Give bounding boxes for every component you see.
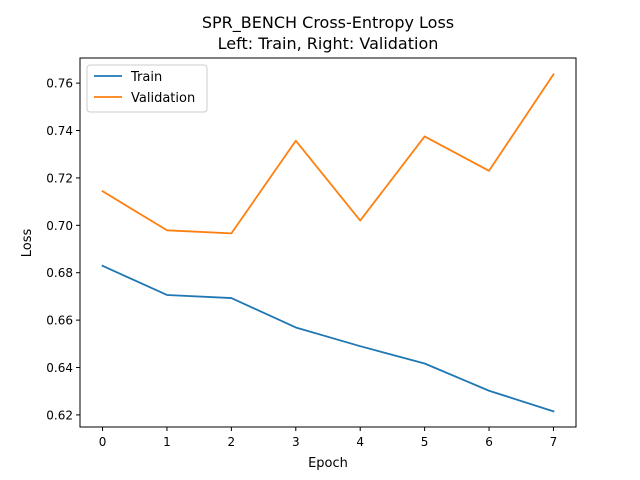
- y-tick-label: 0.76: [46, 77, 73, 91]
- x-tick-label: 6: [485, 435, 493, 449]
- plot-content: [101, 73, 555, 413]
- chart-title-line-1: SPR_BENCH Cross-Entropy Loss: [202, 13, 454, 33]
- y-tick-label: 0.74: [46, 124, 73, 138]
- y-tick-label: 0.70: [46, 219, 73, 233]
- x-axis: 0 1 2 3 4 5 6 7: [99, 427, 558, 449]
- x-tick-label: 4: [356, 435, 364, 449]
- x-tick-label: 1: [163, 435, 171, 449]
- plot-area-frame: [79, 57, 577, 428]
- y-axis: 0.62 0.64 0.66 0.68 0.70 0.72 0.74 0.76: [46, 77, 80, 422]
- y-tick-label: 0.68: [46, 266, 73, 280]
- x-tick-label: 0: [99, 435, 107, 449]
- legend-label-train: Train: [130, 70, 162, 85]
- x-axis-label: Epoch: [308, 456, 348, 471]
- x-tick-label: 7: [550, 435, 558, 449]
- x-tick-label: 2: [228, 435, 236, 449]
- y-tick-label: 0.62: [46, 408, 73, 422]
- legend-label-validation: Validation: [131, 91, 195, 106]
- x-tick-label: 3: [292, 435, 300, 449]
- series-line-validation: [101, 73, 555, 235]
- legend: Train Validation: [86, 64, 208, 113]
- y-tick-label: 0.66: [46, 314, 73, 328]
- series-line-train: [101, 264, 555, 413]
- y-tick-label: 0.72: [46, 171, 73, 185]
- x-tick-label: 5: [421, 435, 429, 449]
- y-tick-label: 0.64: [46, 361, 73, 375]
- y-axis-label: Loss: [20, 229, 35, 258]
- chart-title-line-2: Left: Train, Right: Validation: [218, 34, 439, 53]
